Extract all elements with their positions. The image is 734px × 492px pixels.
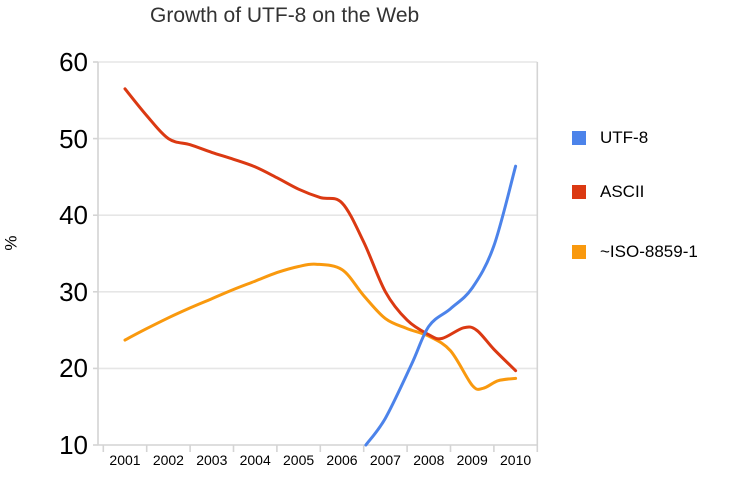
legend-swatch-icon — [572, 185, 586, 199]
series-line--iso-8859-1 — [123, 262, 518, 391]
x-axis-label: 2007 — [369, 452, 401, 468]
series-line-utf-8 — [364, 164, 518, 447]
x-axis-label: 2003 — [196, 452, 228, 468]
legend-item: ~ISO-8859-1 — [572, 242, 698, 261]
y-axis-label: 40 — [59, 200, 88, 231]
chart-title: Growth of UTF-8 on the Web — [150, 4, 420, 27]
legend-item: ASCII — [572, 182, 645, 201]
legend-swatch-icon — [572, 131, 586, 145]
legend-label: UTF-8 — [600, 128, 649, 147]
series-line-ascii — [123, 87, 518, 373]
y-axis-label: 60 — [59, 47, 88, 77]
x-axis-label: 2010 — [500, 452, 532, 468]
x-axis-label: 2004 — [239, 452, 271, 468]
legend-label: ASCII — [600, 182, 645, 201]
legend-swatch-icon — [572, 245, 586, 259]
y-axis-unit-label: % — [1, 235, 21, 251]
x-axis-label: 2008 — [413, 452, 445, 468]
y-axis-label: 20 — [59, 353, 88, 384]
x-axis-label: 2005 — [283, 452, 315, 468]
x-axis-label: 2009 — [456, 452, 488, 468]
legend-label: ~ISO-8859-1 — [600, 242, 698, 261]
y-axis-label: 10 — [59, 430, 88, 460]
x-axis-label: 2001 — [109, 452, 141, 468]
x-axis-label: 2006 — [326, 452, 358, 468]
y-axis-label: 50 — [59, 123, 88, 154]
legend-item: UTF-8 — [572, 128, 649, 147]
y-axis-label: 30 — [59, 276, 88, 307]
x-axis-label: 2002 — [152, 452, 184, 468]
